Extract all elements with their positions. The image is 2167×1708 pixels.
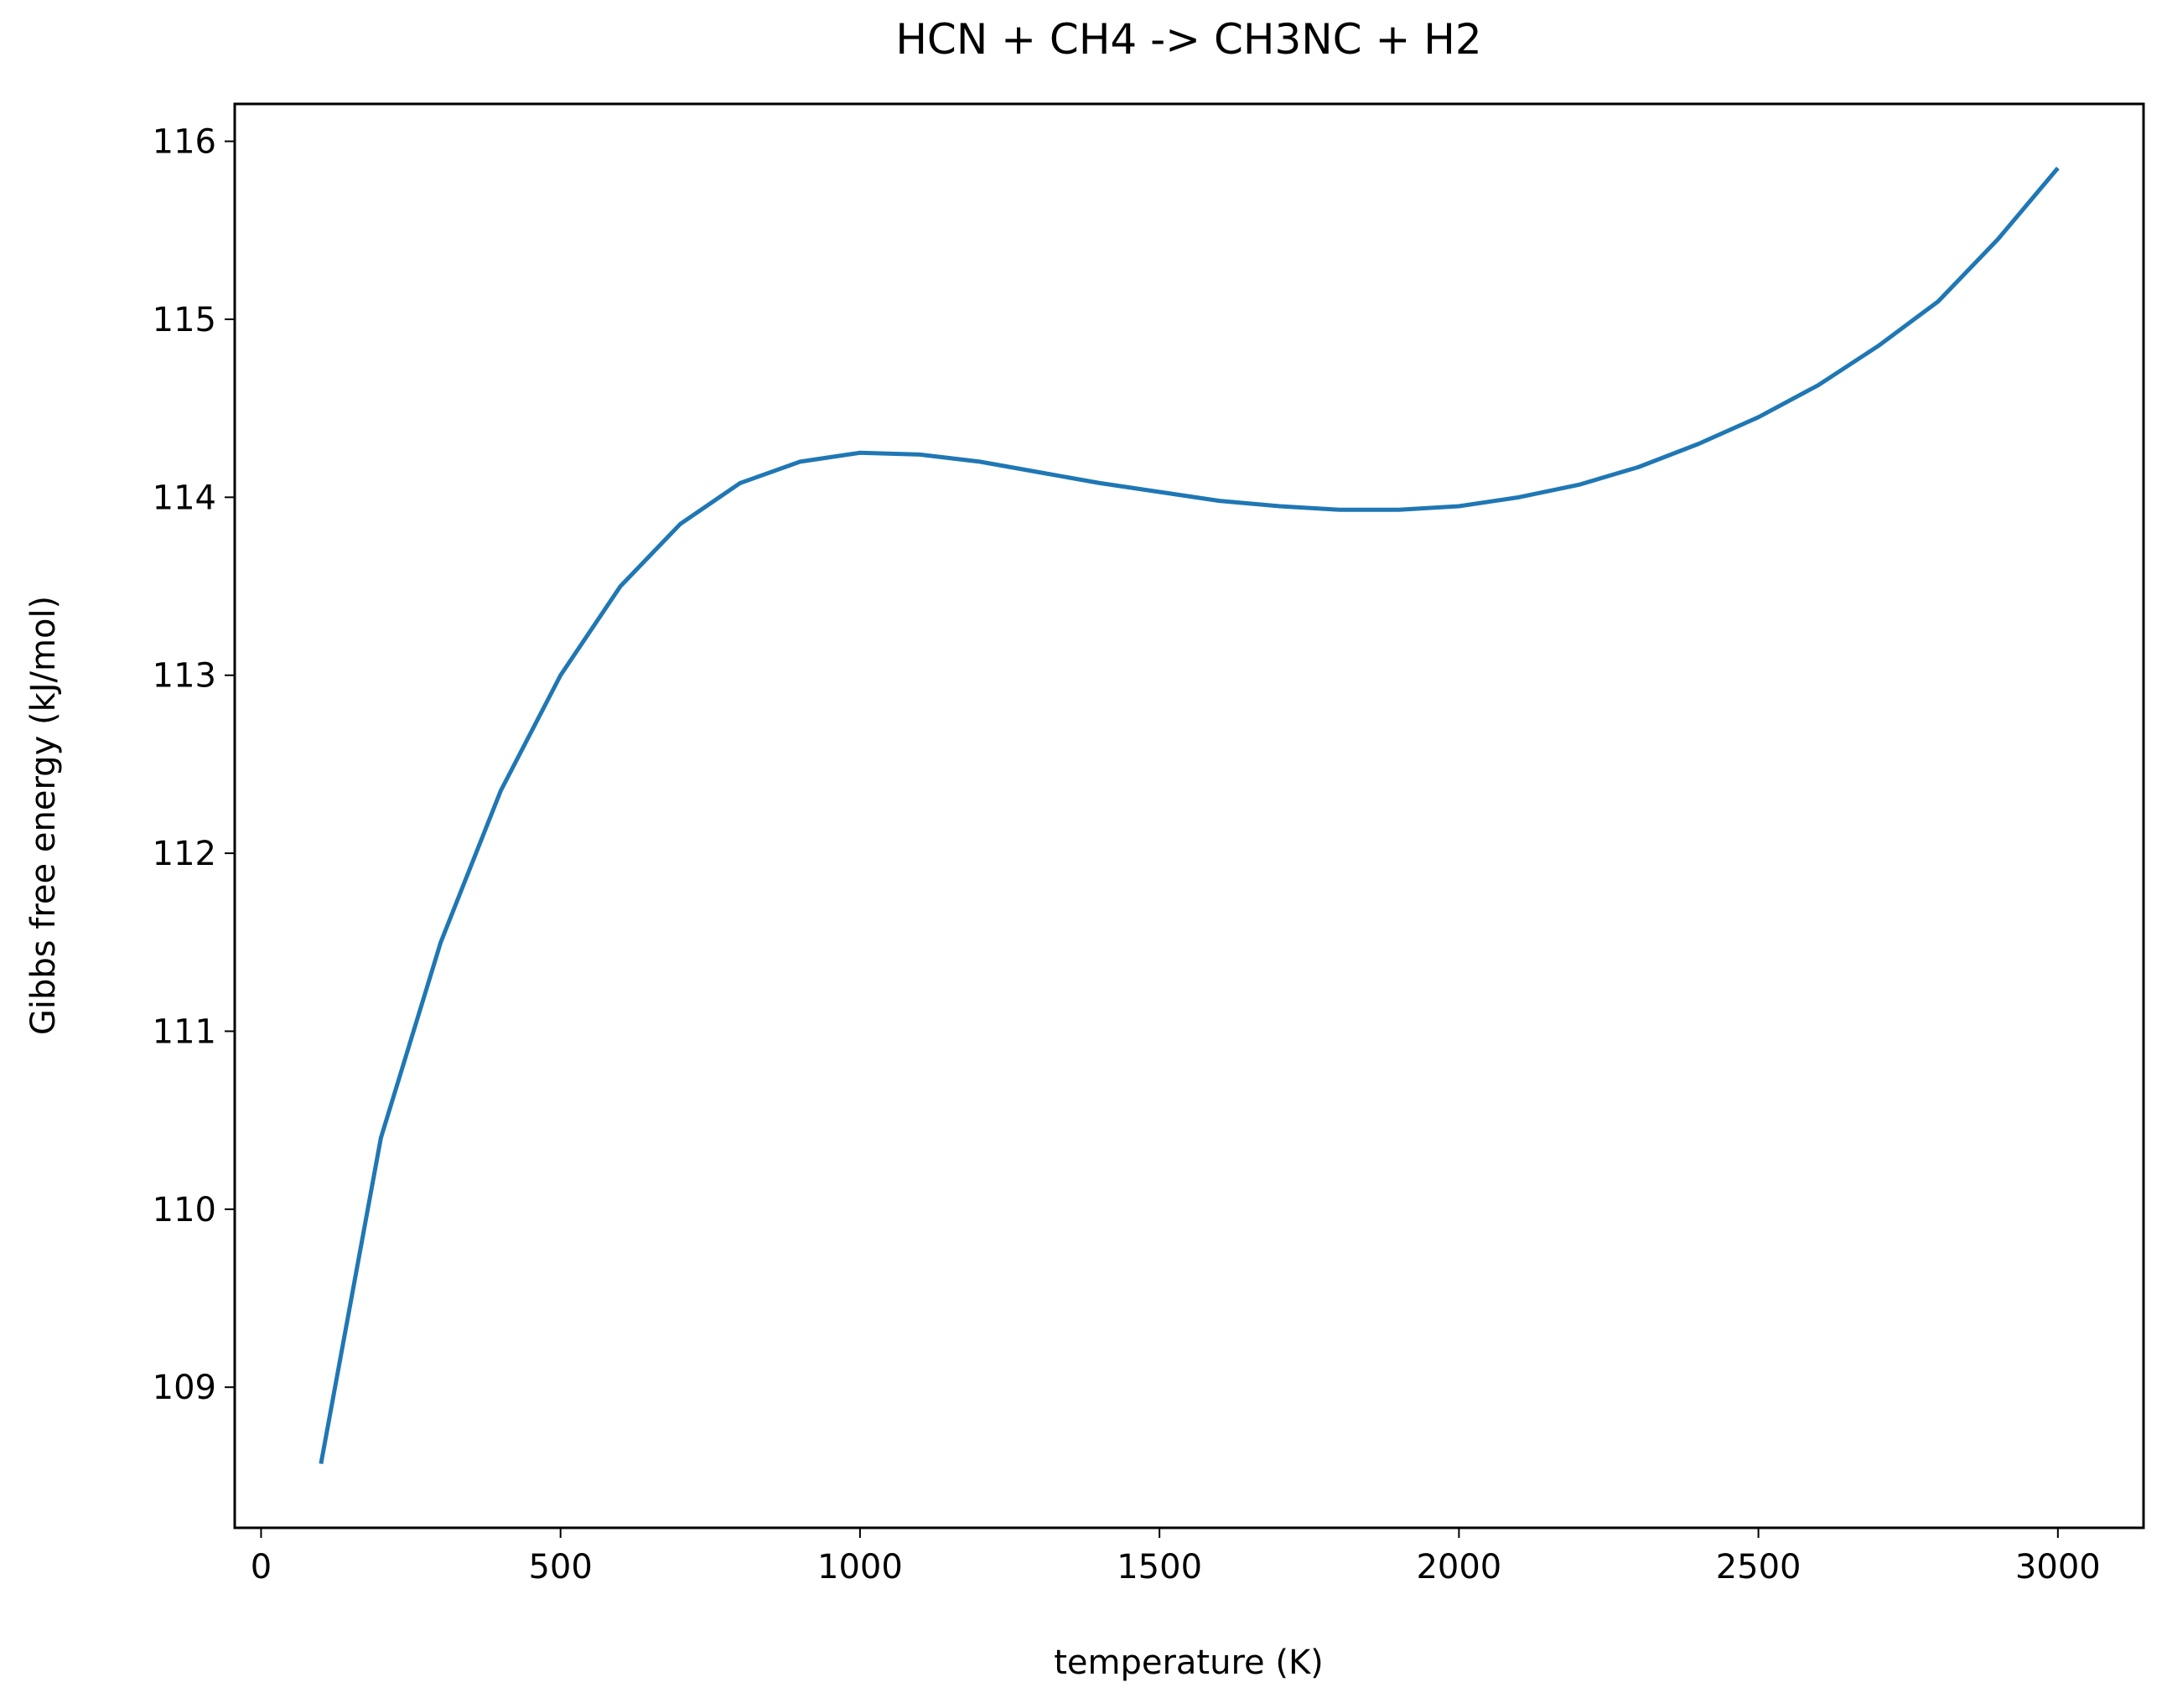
chart-title: HCN + CH4 -> CH3NC + H2	[895, 15, 1481, 64]
x-tick-label: 500	[528, 1548, 592, 1586]
plot-frame	[233, 102, 2145, 1529]
y-tick-label: 110	[153, 1191, 216, 1229]
y-tick-label: 115	[153, 301, 216, 339]
y-tick-label: 109	[153, 1369, 216, 1407]
y-tick-label: 112	[153, 835, 216, 873]
y-tick-label: 114	[153, 479, 216, 517]
x-tick-label: 3000	[2015, 1548, 2101, 1586]
data-line	[319, 166, 2060, 1465]
y-axis-label: Gibbs free energy (kJ/mol)	[24, 596, 63, 1035]
x-tick-label: 0	[251, 1548, 272, 1586]
x-tick-label: 2000	[1416, 1548, 1501, 1586]
x-tick-label: 1500	[1117, 1548, 1202, 1586]
x-tick-label: 1000	[817, 1548, 903, 1586]
y-tick-label: 116	[153, 123, 216, 162]
y-tick-label: 113	[153, 657, 216, 696]
y-tick-label: 111	[153, 1012, 216, 1051]
x-tick-label: 2500	[1716, 1548, 1802, 1586]
x-axis-label: temperature (K)	[1054, 1643, 1324, 1682]
